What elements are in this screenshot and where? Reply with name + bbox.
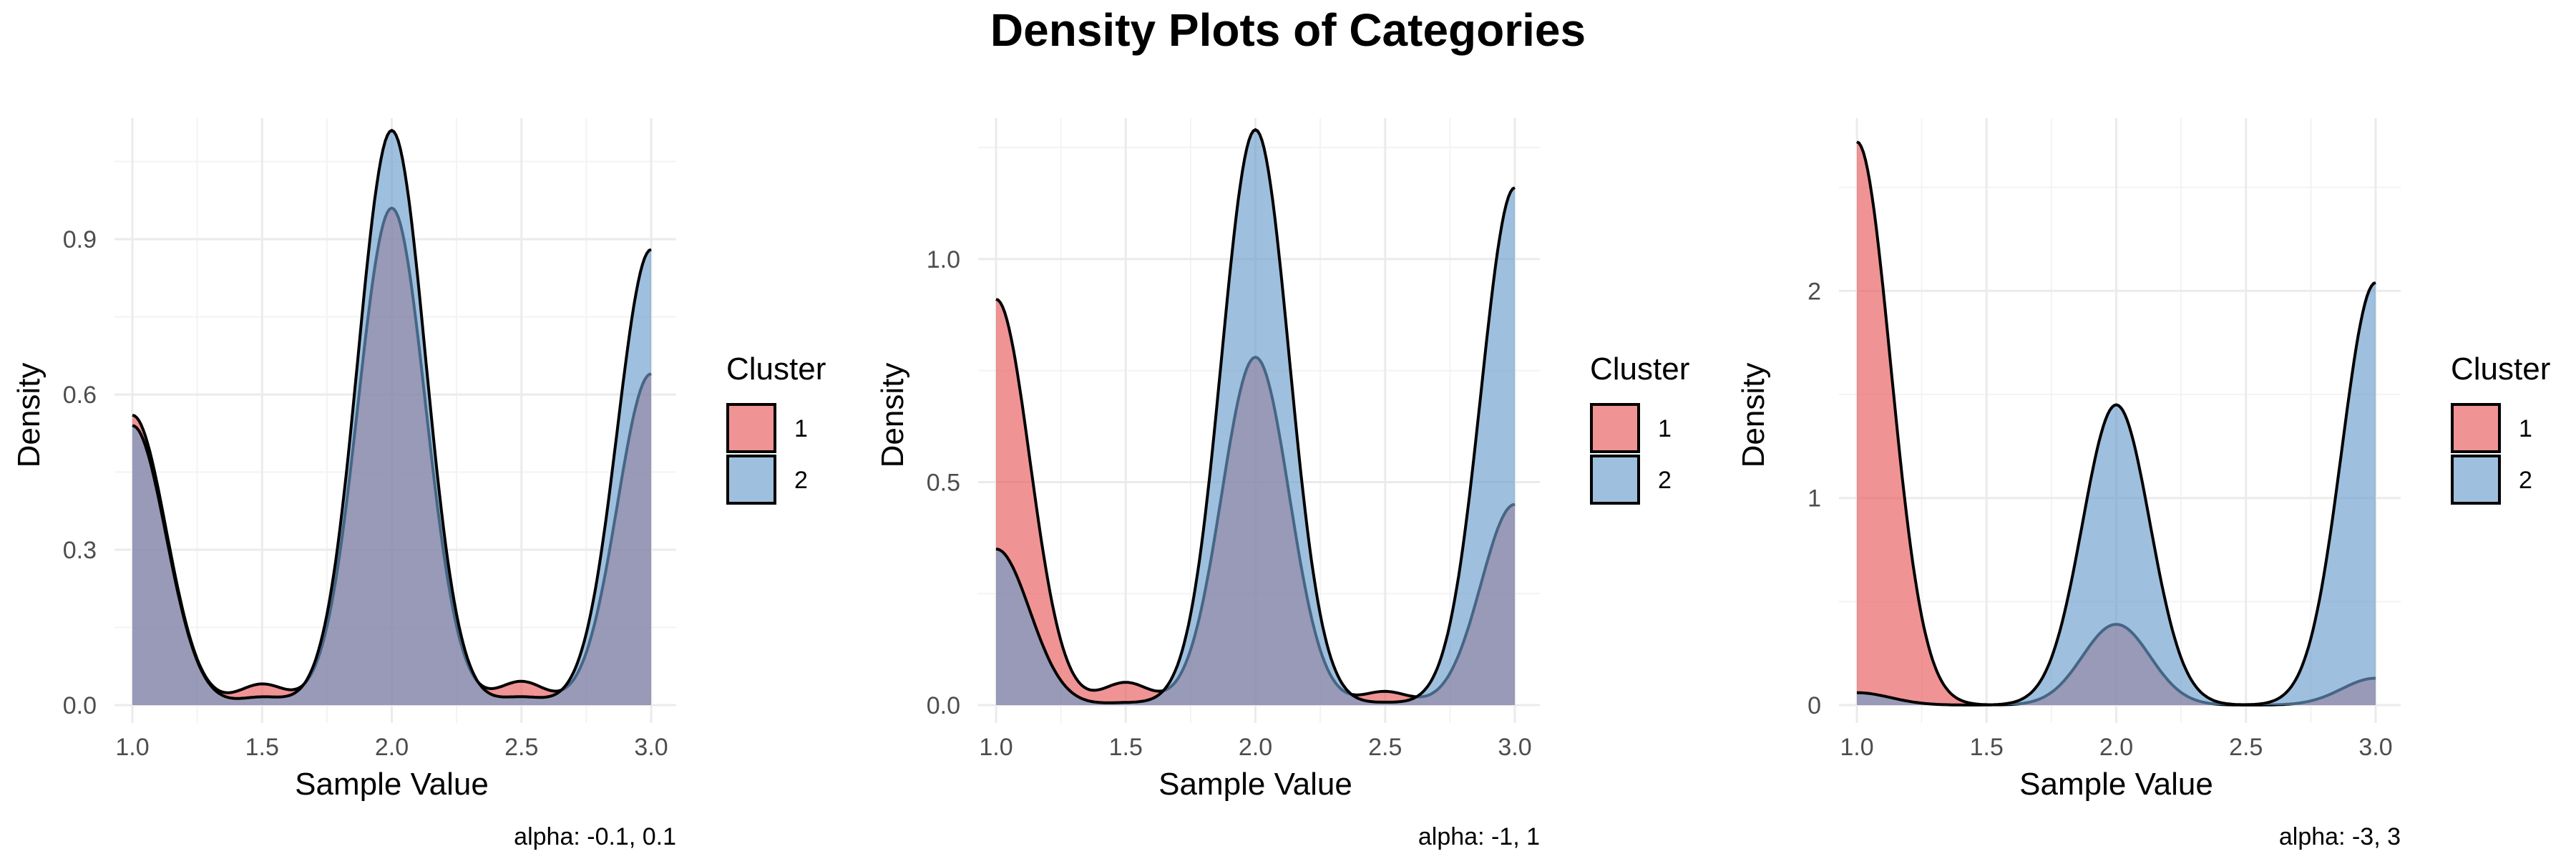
- x-axis-title: Sample Value: [295, 767, 489, 802]
- x-tick-label: 1.0: [115, 734, 149, 761]
- panel-caption: alpha: -0.1, 0.1: [514, 823, 676, 850]
- legend-title: Cluster: [726, 351, 826, 387]
- legend-key-cluster-2: [2451, 455, 2501, 505]
- legend: Cluster 1 2: [1590, 351, 1689, 505]
- x-tick-label: 2.0: [2099, 734, 2133, 761]
- x-tick-label: 1.0: [1840, 734, 1873, 761]
- density-panel-1: 1.0 1.5 2.0 2.5 3.0 0.0 0.3 0.6 0.9 Sample Value D…: [0, 0, 859, 859]
- y-tick-label: 0.3: [63, 537, 97, 564]
- density-line-cluster-2: [995, 127, 1516, 704]
- x-tick-label: 1.5: [1109, 734, 1143, 761]
- legend-label-cluster-1: 1: [794, 415, 808, 442]
- x-tick-label: 2.5: [2229, 734, 2263, 761]
- y-tick-label: 1: [1807, 485, 1821, 513]
- panel-caption: alpha: -1, 1: [1418, 823, 1540, 850]
- y-tick-label: 0.9: [63, 226, 97, 253]
- x-tick-label: 1.0: [979, 734, 1013, 761]
- y-tick-label: 0.5: [927, 469, 960, 496]
- y-tick-label: 0.0: [63, 692, 97, 719]
- density-area-cluster-2: [1857, 282, 2376, 705]
- legend-key-cluster-1: [1590, 403, 1640, 453]
- y-tick-label: 2: [1807, 278, 1821, 305]
- x-tick-label: 2.0: [375, 734, 409, 761]
- x-axis-title: Sample Value: [1158, 767, 1352, 802]
- density-chart-1: 1.0 1.5 2.0 2.5 3.0 0.0 0.3 0.6 0.9 Sample Value D…: [11, 118, 826, 850]
- y-tick-label: 1.0: [927, 246, 960, 273]
- density-area-cluster-1: [1857, 142, 2376, 706]
- legend-label-cluster-2: 2: [794, 467, 808, 494]
- x-axis-title: Sample Value: [2019, 767, 2213, 802]
- density-chart-2: 1.0 1.5 2.0 2.5 3.0 0.0 0.5 1.0 Sample Value Dens…: [875, 118, 1689, 850]
- figure-title: Density Plots of Categories: [990, 4, 1586, 56]
- legend-label-cluster-2: 2: [1658, 467, 1672, 494]
- panel-caption: alpha: -3, 3: [2279, 823, 2401, 850]
- x-tick-label: 2.5: [1368, 734, 1402, 761]
- x-tick-label: 3.0: [1498, 734, 1531, 761]
- x-tick-label: 3.0: [634, 734, 668, 761]
- x-tick-label: 1.5: [245, 734, 279, 761]
- y-tick-label: 0: [1807, 692, 1821, 719]
- legend-title: Cluster: [1590, 351, 1689, 387]
- legend-label-cluster-1: 1: [2519, 415, 2532, 442]
- legend-key-cluster-2: [726, 455, 776, 505]
- legend-key-cluster-1: [2451, 403, 2501, 453]
- legend: Cluster 1 2: [2451, 351, 2550, 505]
- legend-label-cluster-1: 1: [1658, 415, 1672, 442]
- density-panel-3: 1.0 1.5 2.0 2.5 3.0 0 1 2 Sample Value Density alp…: [1724, 0, 2576, 859]
- x-tick-label: 1.5: [1970, 734, 2004, 761]
- density-line-cluster-2: [132, 128, 652, 700]
- density-line-cluster-2: [1856, 281, 2376, 707]
- y-tick-label: 0.6: [63, 382, 97, 409]
- y-axis-title: Density: [875, 363, 910, 468]
- density-area-cluster-2: [132, 130, 651, 705]
- y-tick-label: 0.0: [927, 692, 960, 719]
- legend-key-cluster-1: [726, 403, 776, 453]
- density-panel-2: 1.0 1.5 2.0 2.5 3.0 0.0 0.5 1.0 Sample Value Dens…: [864, 0, 1722, 859]
- density-chart-3: 1.0 1.5 2.0 2.5 3.0 0 1 2 Sample Value Density alp…: [1736, 118, 2550, 850]
- legend-label-cluster-2: 2: [2519, 467, 2532, 494]
- x-tick-label: 2.0: [1239, 734, 1272, 761]
- density-area-cluster-2: [996, 130, 1515, 705]
- x-tick-label: 2.5: [504, 734, 538, 761]
- legend: Cluster 1 2: [726, 351, 826, 505]
- y-axis-title: Density: [1736, 363, 1771, 468]
- minor-grid: [1839, 118, 2401, 723]
- legend-title: Cluster: [2451, 351, 2550, 387]
- y-axis-title: Density: [11, 363, 47, 468]
- legend-key-cluster-2: [1590, 455, 1640, 505]
- x-tick-label: 3.0: [2358, 734, 2392, 761]
